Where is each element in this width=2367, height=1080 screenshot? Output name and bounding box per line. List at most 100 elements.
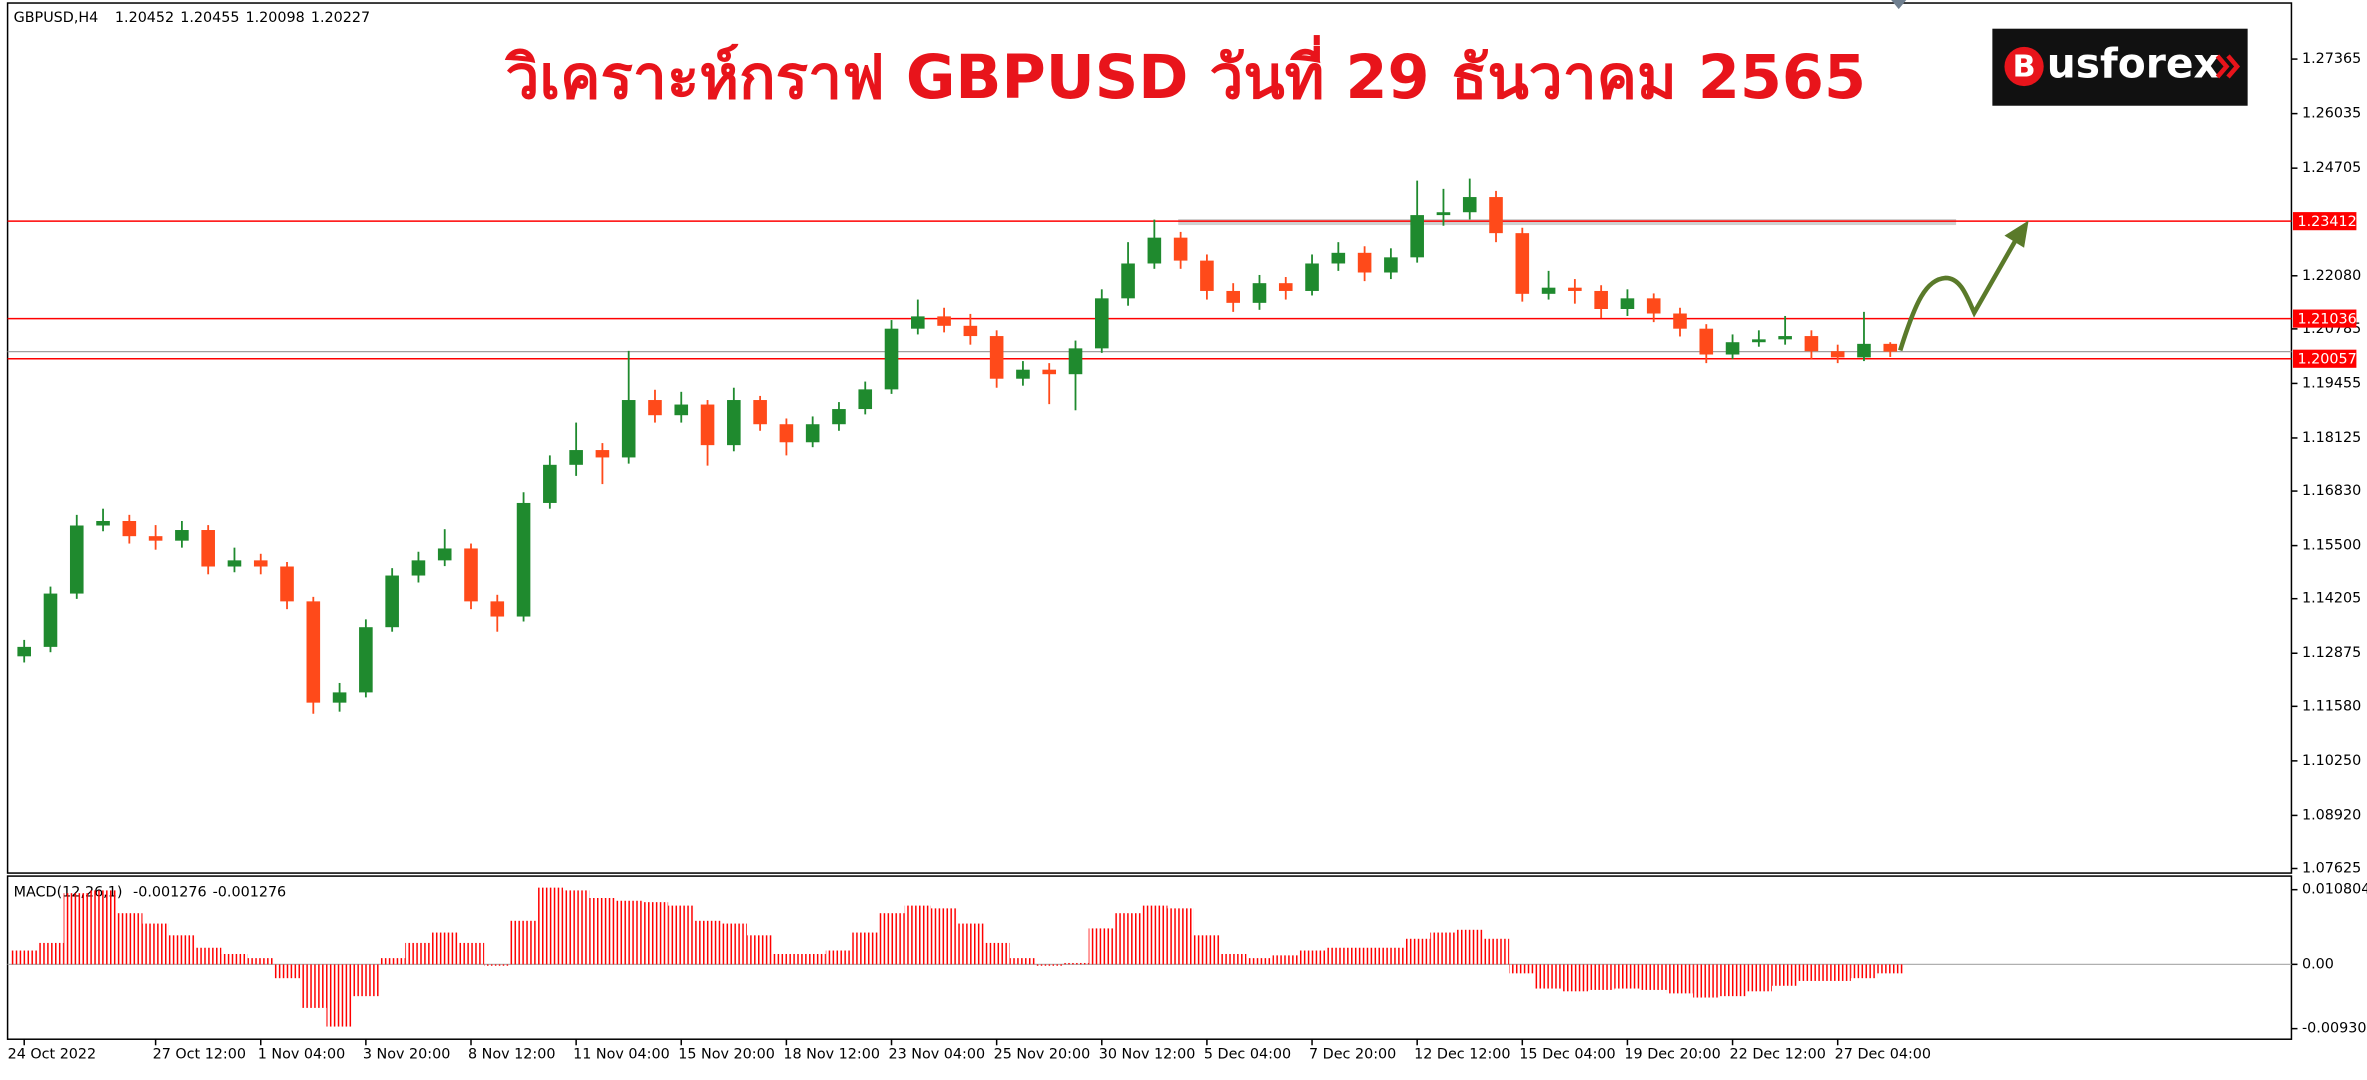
x-tick-label: 11 Nov 04:00 — [573, 1046, 670, 1062]
macd-bar — [1193, 935, 1221, 965]
y-tick-label: 1.24705 — [2302, 160, 2361, 176]
candle-body — [569, 450, 583, 465]
candle-body — [543, 464, 557, 503]
x-tick-label: 23 Nov 04:00 — [889, 1046, 986, 1062]
macd-bar — [1771, 964, 1799, 986]
y-tick-label: 1.26035 — [2302, 106, 2361, 122]
y-tick-label: 1.11580 — [2302, 698, 2361, 714]
candle-body — [989, 336, 1004, 379]
candle-body — [1410, 215, 1424, 258]
macd-bar — [1509, 964, 1536, 974]
macd-bar — [562, 890, 590, 965]
candle-body — [1804, 336, 1819, 352]
candle-body — [516, 502, 531, 617]
x-tick-label: 3 Nov 20:00 — [363, 1046, 450, 1062]
candle-body — [1489, 197, 1503, 234]
candle-body — [1541, 287, 1556, 294]
candle-body — [1462, 197, 1477, 213]
candle-body — [1646, 298, 1661, 314]
forecast-path — [1898, 237, 2019, 352]
macd-pane — [6, 875, 2293, 1040]
macd-bar — [615, 900, 642, 965]
y-tick-label: 1.18125 — [2302, 430, 2361, 446]
macd-bar — [352, 964, 380, 997]
candle-body — [69, 525, 84, 594]
macd-bar — [195, 947, 222, 965]
candle-body — [911, 316, 925, 329]
macd-bar — [825, 950, 853, 965]
candle-body — [1068, 348, 1083, 375]
logo-mark: B — [2013, 49, 2036, 84]
candle-body — [1594, 290, 1608, 309]
candle-body — [385, 575, 399, 628]
macd-bar — [536, 887, 563, 965]
level-box — [2292, 309, 2357, 328]
macd-bar — [1850, 964, 1878, 979]
candle-body — [805, 424, 820, 443]
candle-body — [490, 601, 505, 617]
candle-body — [1305, 263, 1319, 291]
macd-bar — [904, 905, 931, 965]
candle-body — [1252, 283, 1267, 303]
candle-body — [1830, 351, 1845, 358]
macd-bar — [1640, 964, 1667, 990]
macd-bar — [1325, 947, 1352, 965]
logo-text: usforex — [2047, 39, 2220, 87]
candle-body — [464, 548, 478, 602]
candle-body — [1883, 343, 1898, 352]
macd-bar — [1482, 938, 1510, 965]
candle-body — [332, 692, 347, 703]
y-tick-label: 1.15500 — [2302, 538, 2361, 554]
level-label: 1.20057 — [2297, 351, 2356, 367]
macd-bar — [1272, 955, 1299, 965]
candle-body — [963, 325, 978, 337]
y-tick-label: 1.08920 — [2302, 807, 2361, 823]
level-box — [2292, 212, 2357, 231]
macd-bar — [89, 890, 117, 965]
candle-body — [1226, 290, 1240, 303]
macd-bar — [1693, 964, 1720, 998]
x-tick-label: 22 Dec 12:00 — [1730, 1046, 1826, 1062]
macd-bar — [957, 923, 984, 965]
macd-bar — [379, 958, 406, 965]
macd-label: MACD(12,26,1) -0.001276 -0.001276 — [14, 885, 287, 901]
candle-body — [1857, 343, 1871, 358]
y-tick-label: -0.009301 — [2302, 1021, 2367, 1037]
macd-bar — [510, 920, 537, 965]
macd-bar — [431, 932, 458, 965]
candle-body — [1147, 237, 1162, 264]
macd-bar — [1298, 950, 1326, 965]
candle-body — [280, 566, 294, 602]
candle-body — [437, 548, 452, 561]
candle-body — [700, 404, 715, 446]
macd-bar — [11, 950, 38, 965]
x-tick-label: 27 Dec 04:00 — [1835, 1046, 1931, 1062]
shift-marker — [1891, 0, 1907, 10]
candle-body — [1515, 233, 1530, 294]
macd-readout: -0.001276 — [133, 885, 207, 901]
candle-body — [1620, 298, 1635, 309]
x-tick-label: 1 Nov 04:00 — [258, 1046, 345, 1062]
x-tick-label: 25 Nov 20:00 — [994, 1046, 1091, 1062]
x-tick-label: 19 Dec 20:00 — [1624, 1046, 1720, 1062]
forecast-arrow — [1898, 220, 2029, 352]
y-tick-label: 0.00 — [2302, 956, 2334, 972]
candle-body — [359, 627, 373, 693]
macd-bar — [1456, 929, 1483, 965]
macd-bar — [326, 964, 353, 1027]
chart-title: วิเคราะห์กราฟ GBPUSD วันที่ 29 ธันวาคม 2… — [504, 35, 1866, 113]
x-tick-label: 18 Nov 12:00 — [783, 1046, 880, 1062]
candle-body — [753, 400, 767, 425]
candle-body — [1016, 369, 1030, 379]
logo: B usforex — [1992, 28, 2248, 106]
x-tick-label: 15 Dec 04:00 — [1519, 1046, 1615, 1062]
candle-body — [1725, 342, 1740, 355]
level-box — [2292, 349, 2357, 368]
macd-bar — [878, 913, 905, 965]
candle-body — [148, 536, 163, 541]
macd-bar — [720, 923, 747, 965]
candle-body — [201, 530, 215, 567]
y-tick-label: 1.12875 — [2302, 645, 2361, 661]
candle-body — [674, 404, 689, 416]
